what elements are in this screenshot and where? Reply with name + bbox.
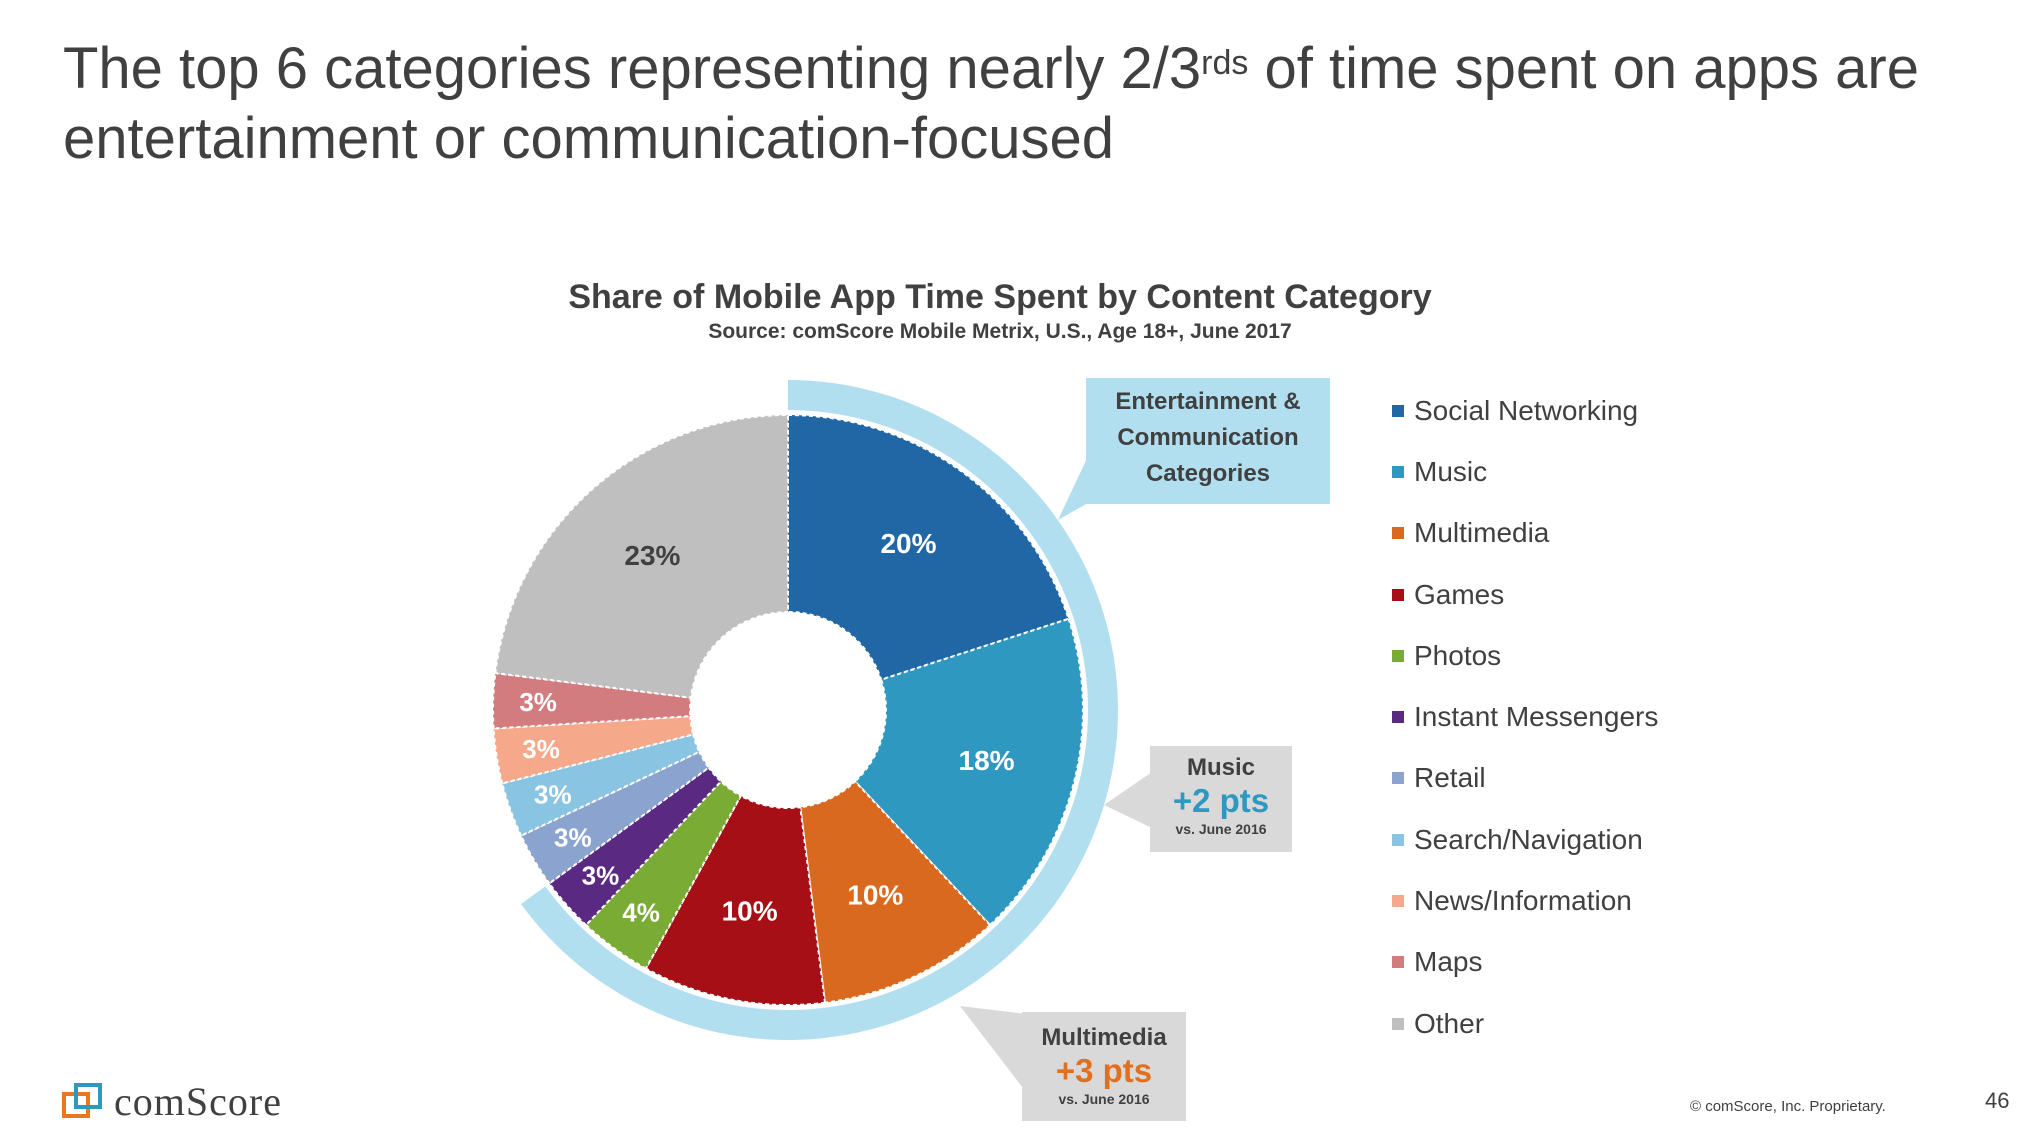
donut-slice	[853, 617, 1084, 927]
legend-label: Games	[1414, 578, 1505, 610]
callout-music: Music +2 pts vs. June 2016	[1150, 746, 1292, 852]
legend-swatch	[1392, 527, 1404, 540]
callout-entertainment: Entertainment & Communication Categories	[1086, 378, 1330, 504]
comscore-logo-text: comScore	[114, 1079, 282, 1124]
legend-label: Retail	[1414, 762, 1486, 794]
legend-item: Social Networking	[1392, 380, 1658, 441]
comscore-logo: comScore	[62, 1078, 282, 1125]
donut-slice	[799, 780, 992, 1004]
legend-label: Social Networking	[1414, 394, 1639, 426]
page-number: 46	[1985, 1088, 2010, 1113]
legend-swatch	[1392, 895, 1404, 908]
chart-source: Source: comScore Mobile Metrix, U.S., Ag…	[708, 320, 1292, 343]
legend-label: Search/Navigation	[1414, 823, 1643, 855]
callout-multimedia-head: Multimedia	[1041, 1024, 1167, 1051]
legend-swatch	[1392, 956, 1404, 969]
legend-label: Instant Messengers	[1414, 701, 1659, 733]
legend-swatch	[1392, 833, 1404, 846]
legend-item: Games	[1392, 564, 1658, 625]
slice-label: 3%	[554, 822, 592, 852]
slice-label: 4%	[622, 897, 660, 927]
legend-label: Multimedia	[1414, 517, 1550, 549]
legend-item: Maps	[1392, 932, 1658, 993]
legend-swatch	[1392, 404, 1404, 417]
slice-label: 23%	[624, 540, 680, 571]
donut-slice	[644, 794, 827, 1006]
callout-music-delta: +2 pts	[1172, 782, 1270, 819]
callout-music-pointer	[1104, 772, 1152, 828]
legend-swatch	[1392, 1017, 1404, 1030]
legend-item: News/Information	[1392, 870, 1658, 931]
callout-music-sub: vs. June 2016	[1175, 821, 1267, 837]
donut-slice	[584, 780, 743, 970]
slice-label: 3%	[519, 687, 557, 717]
legend-item: Multimedia	[1392, 503, 1658, 564]
legend-swatch	[1392, 772, 1404, 785]
legend-label: News/Information	[1414, 885, 1632, 917]
slice-label: 18%	[959, 745, 1015, 776]
callout-multimedia-delta: +3 pts	[1055, 1052, 1153, 1089]
callout-multimedia-pointer	[960, 1006, 1026, 1092]
legend-item: Other	[1392, 993, 1658, 1054]
legend-item: Retail	[1392, 748, 1658, 809]
callout-multimedia: Multimedia +3 pts vs. June 2016	[1022, 1012, 1186, 1121]
legend-swatch	[1392, 711, 1404, 724]
legend-label: Photos	[1414, 639, 1502, 671]
legend-item: Music	[1392, 441, 1658, 502]
donut-slice	[519, 750, 711, 885]
slice-label: 3%	[534, 780, 572, 810]
donut-slice	[787, 413, 1070, 681]
slice-label: 3%	[582, 860, 620, 890]
legend-item: Photos	[1392, 625, 1658, 686]
donut-slice	[494, 413, 789, 699]
callout-music-head: Music	[1186, 754, 1255, 781]
callout-entertainment-text: Entertainment & Communication Categories	[1115, 388, 1301, 487]
slice-label: 3%	[522, 734, 560, 764]
chart-legend: Social Networking Music Multimedia Games Pho…	[1392, 380, 1658, 1054]
legend-item: Search/Navigation	[1392, 809, 1658, 870]
legend-swatch	[1392, 588, 1404, 601]
legend-label: Music	[1414, 455, 1488, 487]
legend-label: Maps	[1414, 946, 1483, 978]
legend-swatch	[1392, 649, 1404, 662]
legend-swatch	[1392, 465, 1404, 478]
donut-slice	[501, 733, 701, 837]
legend-label: Other	[1414, 1007, 1485, 1039]
copyright: © comScore, Inc. Proprietary.	[1690, 1098, 1886, 1115]
legend-item: Instant Messengers	[1392, 686, 1658, 747]
callout-multimedia-sub: vs. June 2016	[1058, 1091, 1150, 1107]
slide-title: The top 6 categories representing nearly…	[63, 36, 1919, 171]
comscore-logo-icon	[62, 1082, 102, 1118]
chart-title: Share of Mobile App Time Spent by Conten…	[568, 278, 1432, 316]
slice-label: 10%	[722, 895, 778, 926]
slice-label: 20%	[880, 528, 936, 559]
slice-label: 10%	[847, 879, 903, 910]
